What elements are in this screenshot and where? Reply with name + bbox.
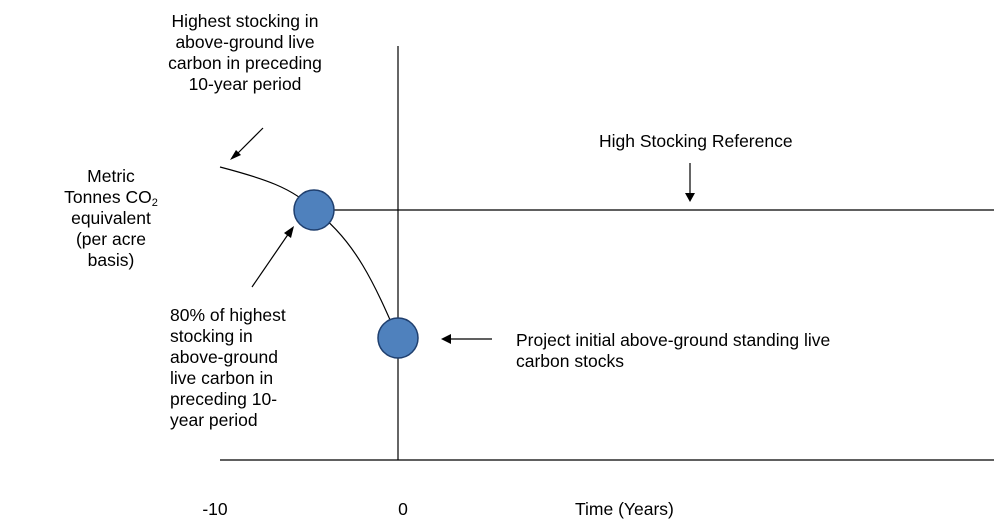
project-initial-annotation: Project initial above-ground standing li… bbox=[516, 330, 830, 372]
highest-stocking-marker bbox=[293, 189, 335, 231]
arrow-to-curve-start bbox=[230, 127, 264, 160]
high-stocking-reference-label: High Stocking Reference bbox=[599, 131, 793, 152]
x-tick-zero: 0 bbox=[378, 499, 428, 520]
highest-stocking-annotation: Highest stocking in above-ground live ca… bbox=[120, 11, 370, 95]
arrow-to-high-stocking-line bbox=[685, 163, 695, 202]
arrow-to-initial-marker bbox=[441, 334, 492, 344]
annotation-line: above-ground live bbox=[175, 32, 315, 52]
y-label-line: basis) bbox=[87, 250, 135, 270]
x-axis-title: Time (Years) bbox=[575, 499, 674, 520]
co2-subscript: 2 bbox=[151, 197, 158, 209]
annotation-line: carbon in preceding bbox=[168, 53, 322, 73]
tick-label: -10 bbox=[202, 499, 228, 519]
y-axis-label: Metric Tonnes CO2 equivalent (per acre b… bbox=[55, 166, 167, 271]
y-label-line: (per acre bbox=[75, 229, 147, 249]
annotation-line: Project initial above-ground standing li… bbox=[516, 330, 831, 350]
annotation-line: carbon stocks bbox=[516, 351, 624, 371]
initial-stocks-marker bbox=[377, 317, 419, 359]
x-axis-title-text: Time (Years) bbox=[575, 499, 674, 519]
tick-label: 0 bbox=[398, 499, 408, 519]
annotation-line: above-ground bbox=[170, 347, 278, 367]
y-label-line: Tonnes CO2 bbox=[55, 187, 167, 209]
co2-text: Tonnes CO bbox=[64, 187, 152, 207]
x-tick-minus-ten: -10 bbox=[190, 499, 240, 520]
annotation-line: stocking in bbox=[170, 326, 253, 346]
annotation-line: preceding 10- bbox=[170, 389, 278, 409]
eighty-percent-annotation: 80% of highest stocking in above-ground … bbox=[170, 305, 286, 431]
annotation-line: live carbon in bbox=[170, 368, 274, 388]
arrow-to-highest-marker bbox=[251, 226, 294, 288]
high-stocking-text: High Stocking Reference bbox=[599, 131, 793, 151]
annotation-line: year period bbox=[170, 410, 258, 430]
annotation-line: 10-year period bbox=[188, 74, 302, 94]
y-label-line: equivalent bbox=[71, 208, 151, 228]
annotation-line: Highest stocking in bbox=[171, 11, 319, 31]
y-label-line: Metric bbox=[87, 166, 135, 186]
annotation-line: 80% of highest bbox=[170, 305, 286, 325]
